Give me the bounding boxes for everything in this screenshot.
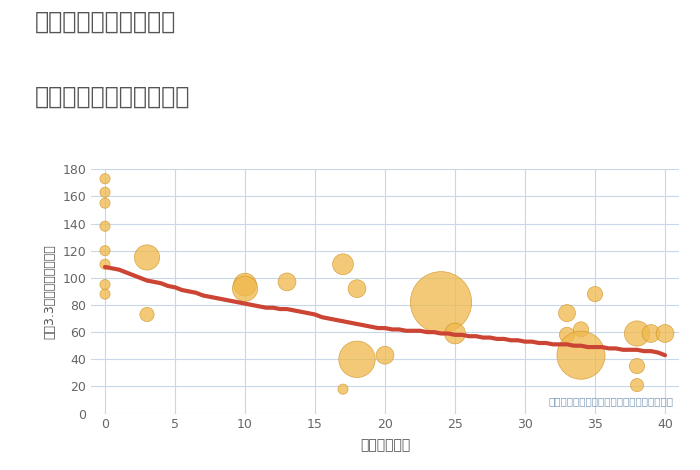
Point	[659, 330, 671, 337]
Point	[99, 247, 111, 254]
Point	[631, 362, 643, 370]
Text: 奈良県奈良市赤膚町の: 奈良県奈良市赤膚町の	[35, 9, 176, 33]
Point	[141, 311, 153, 318]
X-axis label: 築年数（年）: 築年数（年）	[360, 439, 410, 453]
Point	[589, 290, 601, 298]
Point	[435, 298, 447, 306]
Point	[99, 188, 111, 196]
Point	[99, 175, 111, 182]
Point	[99, 222, 111, 230]
Point	[99, 199, 111, 207]
Point	[561, 331, 573, 338]
Point	[337, 385, 349, 393]
Point	[281, 278, 293, 286]
Point	[99, 281, 111, 289]
Point	[351, 355, 363, 363]
Point	[575, 326, 587, 333]
Point	[141, 254, 153, 261]
Point	[99, 260, 111, 268]
Point	[351, 285, 363, 292]
Point	[239, 285, 251, 292]
Text: 築年数別中古戸建て価格: 築年数別中古戸建て価格	[35, 85, 190, 109]
Point	[337, 260, 349, 268]
Point	[575, 352, 587, 359]
Point	[449, 330, 461, 337]
Point	[645, 330, 657, 337]
Point	[379, 352, 391, 359]
Y-axis label: 坪（3.3㎡）単価（万円）: 坪（3.3㎡）単価（万円）	[43, 244, 57, 339]
Point	[631, 381, 643, 389]
Point	[99, 290, 111, 298]
Text: 円の大きさは、取引のあった物件面積を示す: 円の大きさは、取引のあった物件面積を示す	[548, 396, 673, 406]
Point	[631, 330, 643, 337]
Point	[561, 309, 573, 317]
Point	[239, 281, 251, 289]
